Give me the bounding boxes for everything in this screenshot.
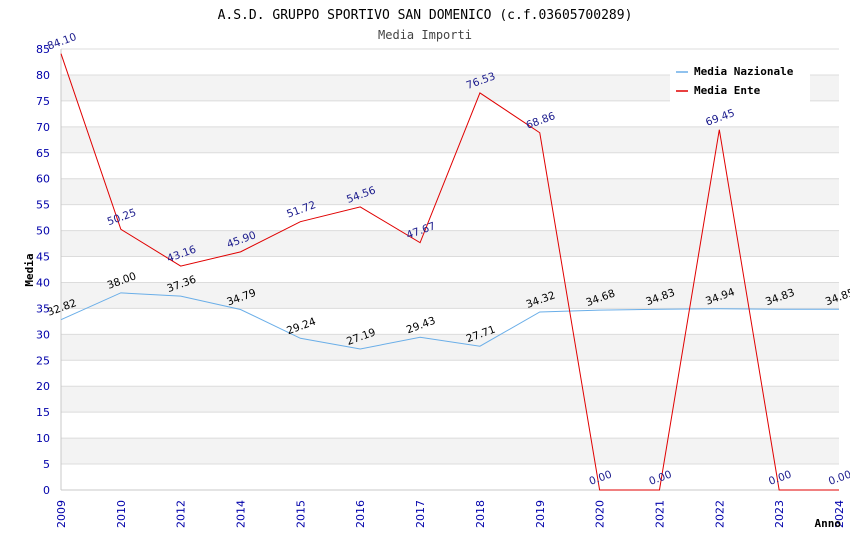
y-tick-label: 10 xyxy=(36,432,50,445)
plot-band xyxy=(61,386,839,413)
y-tick-label: 20 xyxy=(36,380,50,393)
x-tick-label: 2019 xyxy=(534,500,547,528)
y-tick-label: 45 xyxy=(36,251,50,264)
y-tick-labels: 0 5 10 15 20 25 30 35 40 45 50 55 60 65 70 75 80 85 xyxy=(36,43,50,497)
series-line-media-ente xyxy=(60,53,839,491)
axes xyxy=(60,49,839,491)
x-tick-label: 2012 xyxy=(175,500,188,528)
x-tick-label: 2010 xyxy=(115,500,128,528)
plot-band xyxy=(61,126,839,153)
series-line-media-nazionale xyxy=(60,292,840,350)
y-axis-label: Media xyxy=(23,253,36,286)
x-tick-label: 2021 xyxy=(653,500,666,528)
plot-band xyxy=(61,438,839,465)
y-tick-label: 75 xyxy=(36,95,50,108)
plot-bands xyxy=(61,74,839,465)
x-tick-label: 2018 xyxy=(474,500,487,528)
x-tick-label: 2022 xyxy=(713,500,726,528)
chart-title: A.S.D. GRUPPO SPORTIVO SAN DOMENICO (c.f… xyxy=(218,8,633,23)
x-tick-label: 2017 xyxy=(414,500,427,528)
y-tick-label: 50 xyxy=(36,225,50,238)
data-label: 0.00 xyxy=(588,469,614,488)
plot-band xyxy=(61,178,839,205)
x-axis-label: Anno xyxy=(815,517,842,530)
y-tick-label: 80 xyxy=(36,69,50,82)
plot-band xyxy=(61,282,839,309)
legend-label-media-nazionale: Media Nazionale xyxy=(694,65,794,78)
y-tick-label: 25 xyxy=(36,354,50,367)
legend: Media Nazionale Media Ente xyxy=(670,62,810,102)
legend-label-media-ente: Media Ente xyxy=(694,84,761,97)
x-tick-label: 2009 xyxy=(55,500,68,528)
y-tick-label: 40 xyxy=(36,276,50,289)
y-tick-label: 35 xyxy=(36,302,50,315)
y-tick-label: 5 xyxy=(43,458,50,471)
data-label: 0.00 xyxy=(827,469,850,488)
y-tick-label: 70 xyxy=(36,121,50,134)
y-tick-label: 55 xyxy=(36,199,50,212)
legend-background xyxy=(670,62,810,102)
y-tick-label: 30 xyxy=(36,328,50,341)
y-tick-label: 0 xyxy=(43,484,50,497)
x-tick-label: 2016 xyxy=(354,500,367,528)
x-tick-label: 2024 xyxy=(833,500,846,528)
x-tick-label: 2015 xyxy=(294,500,307,528)
data-label: 0.00 xyxy=(767,469,793,488)
y-tick-label: 60 xyxy=(36,173,50,186)
y-tick-label: 85 xyxy=(36,43,50,56)
series-lines xyxy=(60,53,840,491)
data-label: 69.45 xyxy=(704,107,736,129)
x-tick-labels: 2009 2010 2012 2014 2015 2016 2017 2018 2019 2020… xyxy=(55,500,846,528)
data-label: 50.25 xyxy=(106,207,138,229)
chart-subtitle: Media Importi xyxy=(378,28,472,42)
data-label: 29.43 xyxy=(405,315,437,337)
y-tick-label: 65 xyxy=(36,147,50,160)
x-tick-label: 2023 xyxy=(773,500,786,528)
x-tick-label: 2020 xyxy=(594,500,607,528)
x-tick-label: 2014 xyxy=(235,500,248,528)
plot-band xyxy=(61,334,839,361)
y-tick-label: 15 xyxy=(36,406,50,419)
plot-band xyxy=(61,230,839,257)
